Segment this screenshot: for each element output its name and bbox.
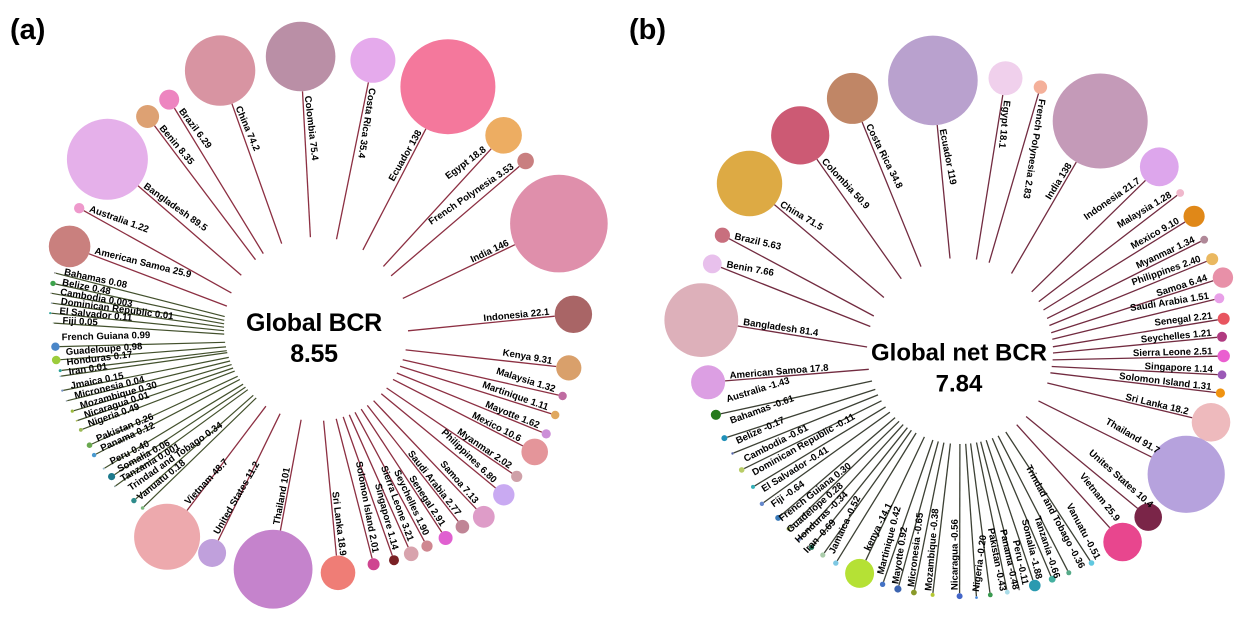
svg-text:Global BCR: Global BCR [246, 309, 382, 337]
svg-text:Global net BCR: Global net BCR [871, 340, 1047, 367]
svg-text:(b): (b) [629, 14, 666, 46]
svg-text:8.55: 8.55 [290, 340, 338, 368]
svg-text:Fiji 0.05: Fiji 0.05 [62, 316, 98, 329]
svg-text:(a): (a) [10, 14, 45, 46]
svg-text:7.84: 7.84 [936, 371, 983, 398]
svg-text:Sierra Leone 2.51: Sierra Leone 2.51 [1133, 346, 1213, 359]
svg-text:Nicaragua -0.56: Nicaragua -0.56 [950, 519, 961, 590]
